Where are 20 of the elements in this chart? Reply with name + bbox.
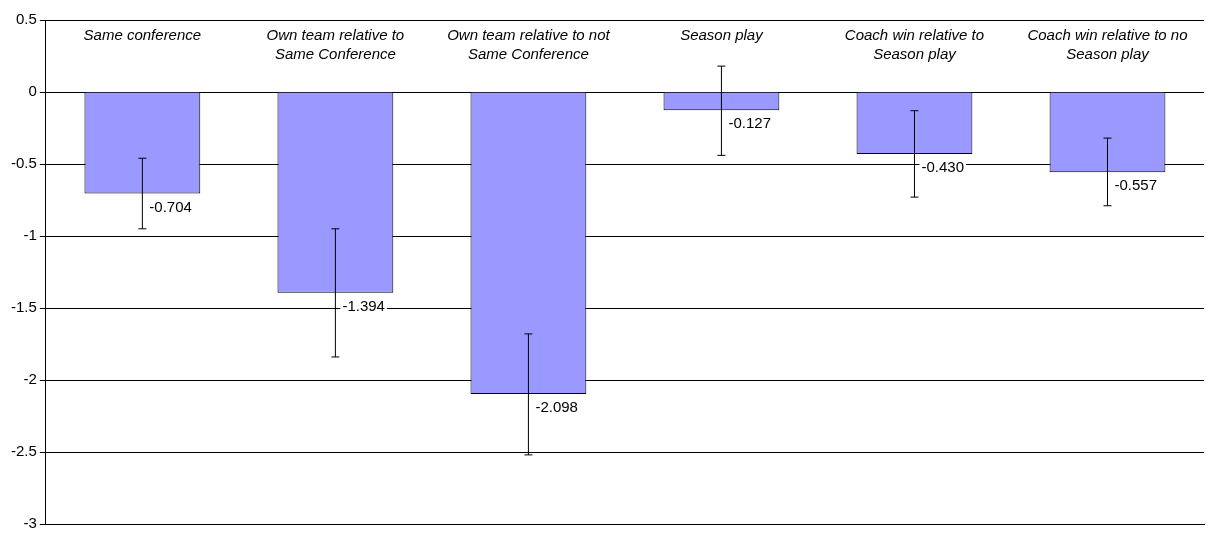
y-tick-label: -1.5 bbox=[10, 298, 37, 316]
data-label: -0.127 bbox=[728, 114, 771, 132]
y-tick-label: -3 bbox=[23, 514, 37, 532]
data-label: -0.704 bbox=[149, 197, 192, 215]
data-label: -0.430 bbox=[921, 158, 965, 176]
x-tick-label: Season play bbox=[680, 25, 765, 43]
y-tick-label: 0 bbox=[28, 82, 37, 100]
data-label: -2.098 bbox=[535, 398, 578, 416]
x-tick-label: Own team relative to Same Conference bbox=[266, 25, 405, 62]
y-tick-label: -2.5 bbox=[10, 442, 37, 460]
data-label: -1.394 bbox=[342, 296, 385, 314]
x-tick-label: Own team relative to not Same Conference bbox=[447, 25, 611, 62]
data-label: -0.557 bbox=[1114, 176, 1158, 194]
x-tick-label: Coach win relative to no Season play bbox=[1027, 25, 1188, 62]
y-tick-label: -0.5 bbox=[10, 154, 37, 172]
x-tick-label: Coach win relative to Season play bbox=[844, 25, 985, 62]
y-tick-label: -1 bbox=[23, 226, 37, 244]
y-tick-label: -2 bbox=[23, 370, 37, 388]
y-tick-label: 0.5 bbox=[15, 10, 37, 28]
x-tick-label: Same conference bbox=[83, 25, 202, 43]
